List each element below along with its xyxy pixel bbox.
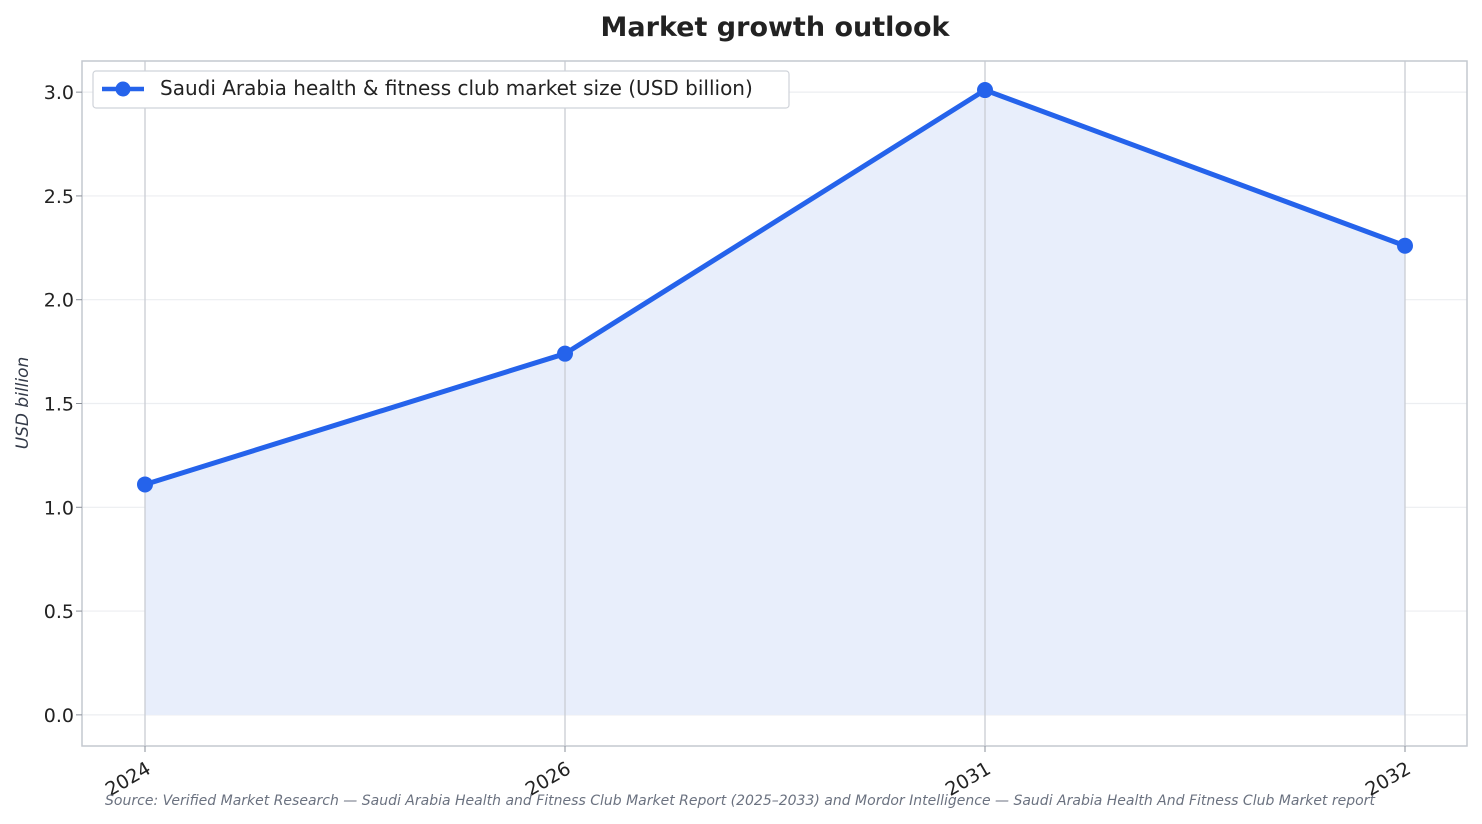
data-point [977, 82, 993, 99]
data-point [137, 476, 153, 493]
legend-label: Saudi Arabia health & fitness club marke… [160, 76, 753, 100]
y-tick-label: 0.5 [44, 601, 74, 623]
series-area [145, 90, 1405, 715]
y-axis-label: USD billion [13, 357, 33, 450]
data-points [137, 82, 1413, 493]
y-tick-label: 1.0 [44, 497, 74, 519]
legend-box [92, 70, 790, 109]
vertical-gridlines [144, 61, 1406, 746]
y-tick-label: 1.5 [44, 394, 74, 416]
y-ticks: 0.0 0.5 1.0 1.5 2.0 2.5 3.0 [44, 82, 82, 727]
y-tick-label: 3.0 [44, 82, 74, 104]
y-tick-label: 2.0 [44, 290, 74, 312]
y-tick-label: 2.5 [44, 186, 74, 208]
data-point [557, 345, 573, 362]
legend: Saudi Arabia health & fitness club marke… [92, 70, 790, 109]
data-point [1397, 237, 1413, 254]
series-line [142, 87, 1408, 487]
source-note: Source: Verified Market Research — Saudi… [105, 793, 1375, 809]
legend-swatch-marker [115, 81, 131, 97]
area-fill [145, 90, 1405, 715]
chart-title: Market growth outlook [601, 12, 951, 43]
y-tick-label: 0.0 [44, 705, 74, 727]
series-lines [142, 87, 1408, 487]
